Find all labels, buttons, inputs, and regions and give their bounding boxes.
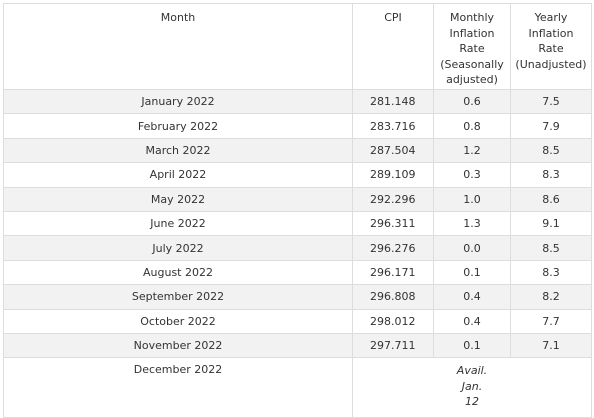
yearly-rate-cell: 7.7: [510, 308, 592, 334]
yearly-rate-cell: 7.1: [510, 332, 592, 359]
availability-line: Avail.: [456, 364, 488, 378]
availability-note: Avail. Jan. 12: [352, 357, 592, 418]
cpi-cell: 281.148: [352, 88, 434, 115]
yearly-rate-cell: 8.5: [510, 137, 592, 164]
month-cell: December 2022: [3, 357, 353, 418]
cpi-cell: 296.808: [352, 284, 434, 310]
column-header-monthly-inflation: Monthly Inflation Rate (Seasonally adjus…: [433, 3, 511, 90]
monthly-rate-cell: 0.6: [433, 88, 511, 115]
monthly-rate-cell: 0.1: [433, 332, 511, 359]
table-row: November 2022 297.711 0.1 7.1: [3, 332, 592, 359]
month-cell: June 2022: [3, 210, 353, 237]
cpi-cell: 296.171: [352, 259, 434, 286]
yearly-rate-cell: 8.6: [510, 186, 592, 212]
column-header-cpi: CPI: [352, 3, 434, 90]
table-body: January 2022 281.148 0.6 7.5 February 20…: [3, 88, 592, 418]
column-header-month: Month: [3, 3, 353, 90]
yearly-rate-cell: 7.5: [510, 88, 592, 115]
monthly-rate-cell: 1.3: [433, 210, 511, 237]
table-row: January 2022 281.148 0.6 7.5: [3, 88, 592, 115]
month-cell: April 2022: [3, 162, 353, 188]
header-line: (Unadjusted): [515, 57, 587, 71]
monthly-rate-cell: 1.2: [433, 137, 511, 164]
table-row: April 2022 289.109 0.3 8.3: [3, 162, 592, 188]
header-line: Rate: [459, 42, 485, 55]
table-row: May 2022 292.296 1.0 8.6: [3, 186, 592, 212]
monthly-rate-cell: 0.3: [433, 162, 511, 188]
month-cell: February 2022: [3, 113, 353, 139]
cpi-cell: 283.716: [352, 113, 434, 139]
month-cell: July 2022: [3, 235, 353, 261]
yearly-rate-cell: 8.3: [510, 162, 592, 188]
cpi-cell: 298.012: [352, 308, 434, 334]
cpi-cell: 296.276: [352, 235, 434, 261]
availability-line: 12: [465, 395, 479, 409]
header-line: Rate: [538, 42, 564, 55]
table-row: March 2022 287.504 1.2 8.5: [3, 137, 592, 164]
table-row: February 2022 283.716 0.8 7.9: [3, 113, 592, 139]
table-row: August 2022 296.171 0.1 8.3: [3, 259, 592, 286]
header-line: (Seasonally: [440, 57, 504, 71]
month-cell: November 2022: [3, 332, 353, 359]
table-row: September 2022 296.808 0.4 8.2: [3, 284, 592, 310]
header-line: Yearly: [534, 11, 568, 24]
cpi-table: Month CPI Monthly Inflation Rate (Season…: [3, 3, 592, 418]
availability-line: Jan.: [461, 379, 483, 393]
table-row-december: December 2022 Avail. Jan. 12: [3, 357, 592, 418]
month-cell: March 2022: [3, 137, 353, 164]
monthly-rate-cell: 0.1: [433, 259, 511, 286]
cpi-cell: 296.311: [352, 210, 434, 237]
monthly-rate-cell: 0.4: [433, 284, 511, 310]
monthly-rate-cell: 0.4: [433, 308, 511, 334]
yearly-rate-cell: 7.9: [510, 113, 592, 139]
column-header-yearly-inflation: Yearly Inflation Rate (Unadjusted): [510, 3, 592, 90]
month-cell: October 2022: [3, 308, 353, 334]
table-row: July 2022 296.276 0.0 8.5: [3, 235, 592, 261]
header-line: Inflation: [528, 26, 574, 40]
table-row: October 2022 298.012 0.4 7.7: [3, 308, 592, 334]
yearly-rate-cell: 8.2: [510, 284, 592, 310]
header-line: Monthly: [449, 11, 495, 24]
month-cell: August 2022: [3, 259, 353, 286]
cpi-cell: 297.711: [352, 332, 434, 359]
cpi-cell: 292.296: [352, 186, 434, 212]
yearly-rate-cell: 8.3: [510, 259, 592, 286]
cpi-cell: 289.109: [352, 162, 434, 188]
header-line: adjusted): [446, 73, 498, 86]
header-row: Month CPI Monthly Inflation Rate (Season…: [3, 3, 592, 90]
month-cell: September 2022: [3, 284, 353, 310]
table-row: June 2022 296.311 1.3 9.1: [3, 210, 592, 237]
monthly-rate-cell: 1.0: [433, 186, 511, 212]
cpi-cell: 287.504: [352, 137, 434, 164]
monthly-rate-cell: 0.0: [433, 235, 511, 261]
header-line: Inflation: [449, 26, 495, 40]
yearly-rate-cell: 9.1: [510, 210, 592, 237]
table-header: Month CPI Monthly Inflation Rate (Season…: [3, 3, 592, 90]
yearly-rate-cell: 8.5: [510, 235, 592, 261]
month-cell: May 2022: [3, 186, 353, 212]
month-cell: January 2022: [3, 88, 353, 115]
monthly-rate-cell: 0.8: [433, 113, 511, 139]
